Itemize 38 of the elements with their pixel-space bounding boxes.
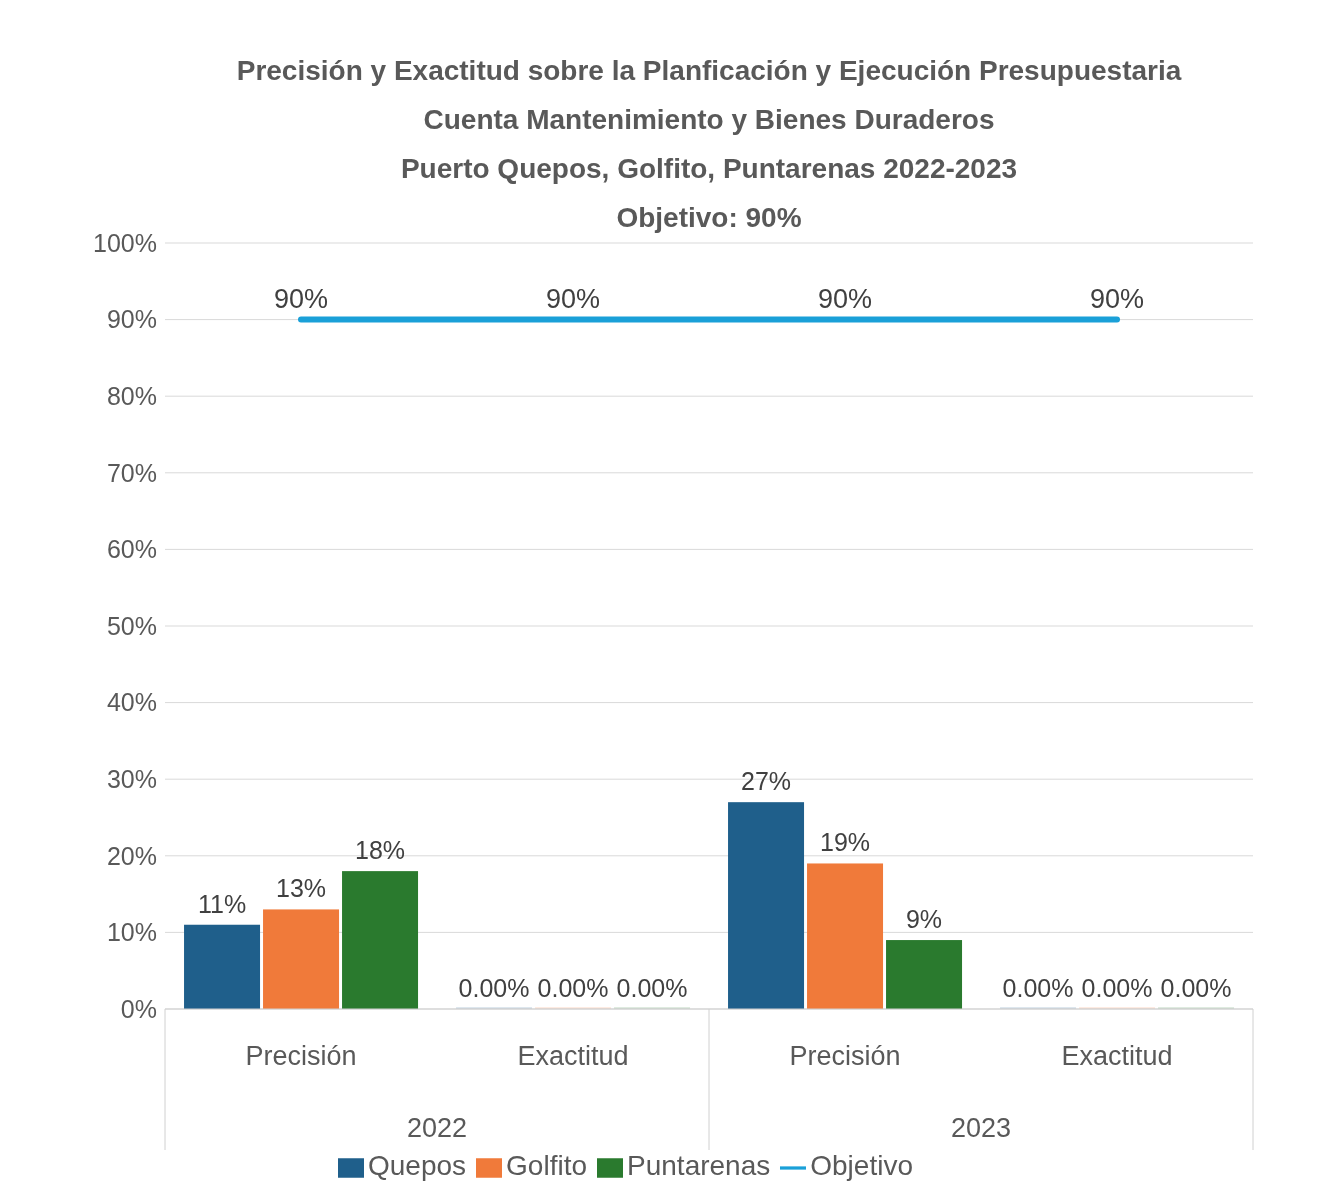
- legend-label: Golfito: [506, 1150, 588, 1181]
- data-label: 18%: [355, 836, 406, 865]
- x-tick-label: Exactitud: [517, 1041, 629, 1071]
- y-tick-label: 0%: [120, 994, 157, 1023]
- data-label: 90%: [273, 283, 329, 314]
- y-tick-label: 50%: [106, 611, 157, 640]
- data-label: 0.00%: [1081, 974, 1153, 1002]
- data-label: 19%: [820, 828, 871, 857]
- data-label: 0.00%: [537, 974, 609, 1002]
- data-label: 90%: [817, 283, 873, 314]
- y-tick-label: 100%: [93, 228, 157, 257]
- data-label: 0.00%: [458, 974, 530, 1002]
- y-tick-label: 40%: [106, 688, 157, 717]
- data-label: 9%: [905, 905, 943, 934]
- x-tick-label: Precisión: [789, 1041, 901, 1071]
- text: 2023: [950, 1113, 1012, 1143]
- legend-label: Quepos: [368, 1150, 467, 1181]
- y-tick-label: 90%: [106, 305, 157, 334]
- y-tick-label: 60%: [106, 535, 157, 564]
- chart-title: Precisión y Exactitud sobre la Planficación y Ejecución Presupuestaria Cuenta Mantenimiento y Bienes Duraderos Puerto Quepos, Golfito, Puntarenas 2022-2023 Objetivo: 90%: [235, 54, 1183, 235]
- data-label: 27%: [741, 767, 792, 796]
- legend-label: Objetivo: [810, 1150, 913, 1181]
- data-label: 90%: [1089, 283, 1145, 314]
- data-label: 0.00%: [1160, 974, 1232, 1002]
- data-label: 0.00%: [616, 974, 688, 1002]
- data-label: 0.00%: [1002, 974, 1074, 1002]
- y-tick-label: 70%: [106, 458, 157, 487]
- y-tick-label: 20%: [106, 841, 157, 870]
- x-tick-label: Precisión: [245, 1041, 357, 1071]
- y-tick-label: 30%: [106, 765, 157, 794]
- text: 2022: [406, 1113, 468, 1143]
- data-label: 11%: [197, 889, 247, 918]
- x-tick-label: Exactitud: [1061, 1041, 1173, 1071]
- y-tick-label: 10%: [106, 918, 157, 947]
- data-label: 13%: [276, 874, 327, 903]
- data-label: 90%: [545, 283, 601, 314]
- legend-label: Puntarenas: [627, 1150, 771, 1181]
- y-tick-label: 80%: [106, 382, 157, 411]
